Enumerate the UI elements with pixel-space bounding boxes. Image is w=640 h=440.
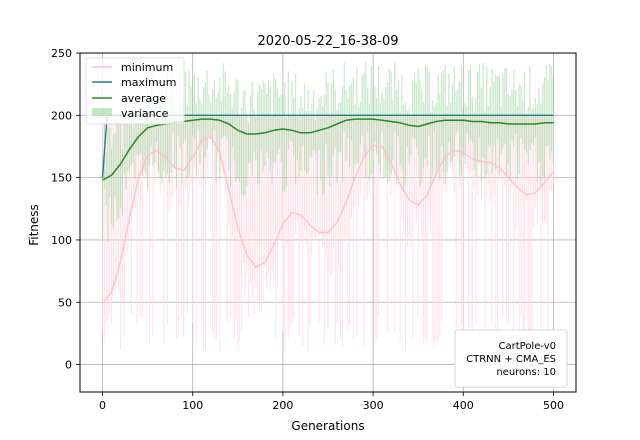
y-axis-ticks: 0 50 100 150 200 250 xyxy=(51,47,80,372)
legend-swatch-variance xyxy=(92,108,112,116)
y-tick-label: 100 xyxy=(51,234,72,247)
x-tick-label: 500 xyxy=(543,399,564,412)
x-axis-label: Generations xyxy=(291,419,364,433)
plot-frame xyxy=(79,52,577,393)
y-tick-label: 150 xyxy=(51,172,72,185)
x-tick-label: 200 xyxy=(272,399,293,412)
run-info-frame xyxy=(454,329,568,388)
run-info-environment: CartPole-v0 xyxy=(499,341,557,352)
legend-label-minimum: minimum xyxy=(121,61,173,74)
y-tick-label: 200 xyxy=(51,109,72,122)
series-line-minimum xyxy=(101,135,555,304)
chart-title: 2020-05-22_16-38-09 xyxy=(257,34,398,49)
x-tick-label: 100 xyxy=(182,399,203,412)
legend-label-maximum: maximum xyxy=(121,76,176,89)
legend-box xyxy=(85,57,185,125)
y-axis-label: Fitness xyxy=(27,204,41,246)
legend-label-average: average xyxy=(121,92,166,105)
x-tick-label: 400 xyxy=(453,399,474,412)
x-tick-label: 300 xyxy=(363,399,384,412)
y-tick-label: 250 xyxy=(51,47,72,60)
y-tick-label: 0 xyxy=(65,359,72,372)
legend: minimum maximum average variance xyxy=(85,57,185,125)
raw-data-layer xyxy=(101,61,555,353)
y-tick-label: 50 xyxy=(58,296,72,309)
x-axis-ticks: 0 100 200 300 400 500 xyxy=(99,392,564,412)
run-info-method: CTRNN + CMA_ES xyxy=(466,354,556,365)
legend-label-variance: variance xyxy=(121,107,169,120)
run-info-neurons: neurons: 10 xyxy=(496,367,556,378)
x-tick-label: 0 xyxy=(99,399,106,412)
run-info-box: CartPole-v0 CTRNN + CMA_ES neurons: 10 xyxy=(454,329,568,388)
